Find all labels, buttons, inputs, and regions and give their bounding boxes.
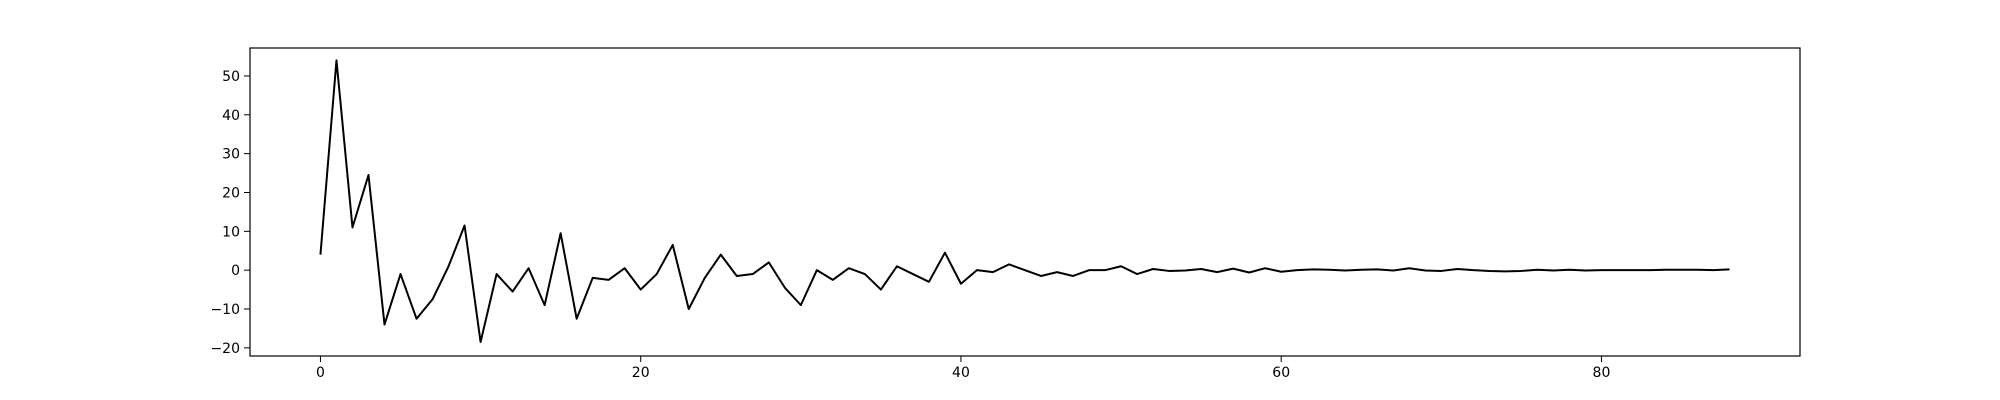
y-tick-label: 50: [222, 69, 240, 85]
x-axis: 0 20 40 60 80: [316, 356, 1610, 381]
x-tick-label: 0: [316, 365, 325, 381]
y-tick-label: −20: [210, 341, 240, 357]
y-tick-label: 30: [222, 147, 240, 163]
y-tick-label: 0: [231, 263, 240, 279]
x-tick-label: 40: [952, 365, 970, 381]
plot-frame: [249, 47, 1801, 357]
x-tick-label: 20: [632, 365, 650, 381]
y-tick-label: 10: [222, 224, 240, 240]
y-axis: −20 −10 0 10 20 30 40 50: [210, 69, 250, 357]
y-tick-label: 20: [222, 185, 240, 201]
series-line-0: [319, 59, 1730, 344]
x-tick-label: 80: [1593, 365, 1611, 381]
plot-area: [319, 59, 1730, 344]
y-tick-label: 40: [222, 108, 240, 124]
y-tick-label: −10: [210, 302, 240, 318]
x-tick-label: 60: [1272, 365, 1290, 381]
